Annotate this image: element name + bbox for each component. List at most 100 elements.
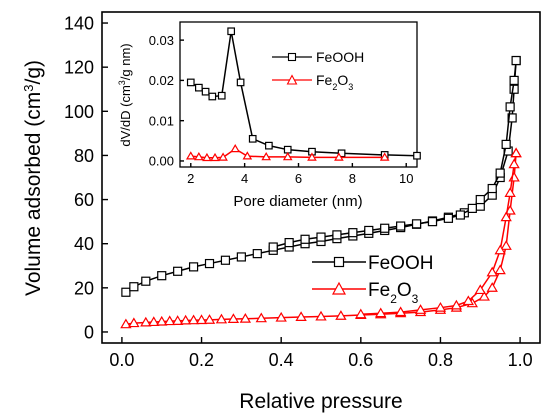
main-data-point-feooh: [268, 242, 278, 252]
inset-y-axis-title-post: /g nm): [118, 43, 133, 80]
main-data-point-fe2o3: [486, 266, 498, 277]
main-data-point-fe2o3: [315, 310, 327, 321]
main-data-point-fe2o3: [474, 284, 486, 295]
main-data-point-fe2o3: [275, 311, 287, 322]
main-data-point-feooh: [173, 266, 183, 276]
main-data-point-fe2o3: [508, 158, 520, 169]
main-y-axis-title-post: /g): [22, 60, 45, 85]
inset-legend-label-fe2o3: Fe2O3: [316, 72, 353, 92]
main-data-point-fe2o3: [148, 316, 160, 327]
inset-y-tick-label: 0.01: [149, 113, 174, 128]
inset-series-fe2o3: [185, 143, 390, 162]
main-x-tick-label: 0.2: [189, 350, 214, 370]
main-data-point-fe2o3: [494, 244, 506, 255]
inset-y-axis-title-sup: 3: [117, 80, 127, 85]
main-data-point-feooh: [316, 232, 326, 242]
main-data-point-feooh: [141, 276, 151, 286]
main-y-axis-title-pre: Volume adsorbed (cm: [22, 92, 45, 296]
inset-y-axis-title-pre: dV/dD (cm: [118, 85, 133, 146]
inset-data-point-fe2o3: [185, 151, 196, 160]
inset-x-tick-label: 10: [399, 171, 413, 186]
main-legend-marker-feooh: [333, 256, 345, 268]
main-y-tick-label: 40: [74, 234, 94, 254]
inset-x-tick-label: 2: [187, 171, 194, 186]
main-data-point-feooh: [188, 262, 199, 272]
inset-data-point-fe2o3: [242, 151, 253, 160]
inset-data-point-fe2o3: [210, 152, 220, 162]
main-data-point-feooh: [475, 194, 485, 205]
main-y-tick-label: 140: [64, 14, 94, 34]
inset-data-point-fe2o3: [307, 152, 317, 161]
main-series-feooh: [121, 55, 521, 297]
main-legend-marker-fe2o3: [331, 281, 347, 295]
main-data-point-fe2o3: [156, 315, 168, 326]
inset-data-point-feooh: [186, 78, 195, 87]
main-series-line-fe2o3: [360, 153, 517, 316]
inset-y-axis-title: dV/dD (cm3/g nm): [117, 43, 133, 146]
main-data-point-feooh: [501, 139, 511, 149]
main-data-point-feooh: [157, 271, 167, 281]
inset-data-point-fe2o3: [218, 152, 228, 161]
inset-x-axis-title: Pore diameter (nm): [233, 193, 362, 210]
main-data-point-fe2o3: [394, 306, 407, 317]
main-x-tick-label: 1.0: [508, 350, 533, 370]
inset-data-point-fe2o3: [282, 152, 293, 161]
main-data-point-fe2o3: [434, 301, 447, 312]
main-data-point-feooh: [348, 228, 358, 238]
main-legend-label-fe2o3-mid: O: [397, 280, 412, 301]
inset-y-tick-label: 0.02: [149, 73, 174, 88]
inset-legend-label-fe2o3-sub2: 3: [348, 82, 353, 92]
main-data-point-feooh: [252, 249, 262, 259]
main-data-point-fe2o3: [450, 299, 463, 310]
main-data-point-fe2o3: [295, 311, 307, 321]
main-data-point-fe2o3: [462, 295, 475, 306]
main-x-tick-label: 0.6: [348, 350, 373, 370]
main-data-point-feooh: [467, 203, 477, 213]
main-y-tick-label: 100: [64, 102, 94, 122]
inset-y-tick-label: 0.03: [149, 33, 174, 48]
inset-legend-marker-fe2o3: [286, 74, 298, 85]
main-data-point-fe2o3: [414, 304, 427, 314]
main-y-tick-label: 80: [74, 146, 94, 166]
inset-data-point-feooh: [413, 151, 421, 160]
main-data-point-feooh: [427, 217, 438, 227]
inset-data-point-feooh: [236, 78, 245, 87]
main-data-point-feooh: [396, 221, 406, 231]
main-legend-label-fe2o3-sub2: 3: [412, 292, 419, 306]
inset-legend-label-feooh: FeOOH: [316, 49, 364, 65]
main-data-point-fe2o3: [140, 316, 152, 327]
main-data-point-feooh: [505, 102, 515, 112]
main-x-tick-label: 0.8: [428, 350, 453, 370]
inset-data-point-fe2o3: [261, 152, 271, 161]
main-data-point-fe2o3: [355, 308, 367, 319]
main-data-point-fe2o3: [494, 264, 506, 275]
inset-y-tick-label: 0.00: [149, 154, 174, 169]
inset-data-point-feooh: [265, 141, 273, 150]
inset-legend: FeOOH Fe2O3: [272, 49, 364, 92]
inset-data-point-feooh: [195, 83, 203, 92]
inset-data-point-fe2o3: [230, 143, 241, 153]
main-data-point-fe2o3: [120, 318, 132, 329]
main-data-point-fe2o3: [215, 313, 228, 324]
main-legend: FeOOH Fe2O3: [312, 253, 433, 306]
main-data-point-feooh: [364, 225, 374, 236]
inset-data-point-feooh: [283, 145, 292, 154]
main-plot: 0.0 0.2 0.4 0.6 0.8 1.0 0 20 40 60 80 100 120 140: [64, 14, 533, 370]
main-legend-label-fe2o3-sub1: 2: [390, 292, 397, 306]
main-y-tick-label: 0: [84, 322, 94, 342]
inset-data-point-fe2o3: [194, 152, 204, 161]
main-data-point-fe2o3: [227, 313, 240, 323]
main-data-point-fe2o3: [255, 312, 267, 323]
main-data-point-fe2o3: [164, 315, 176, 326]
inset-data-point-feooh: [208, 92, 217, 101]
inset-data-point-fe2o3: [202, 152, 212, 162]
main-y-tick-label: 120: [64, 58, 94, 78]
inset-x-tick-label: 8: [349, 171, 356, 186]
inset-data-point-feooh: [337, 149, 346, 158]
inset-legend-label-fe2o3-pre: Fe: [316, 72, 333, 88]
main-data-point-feooh: [204, 258, 215, 269]
main-data-point-fe2o3: [500, 240, 512, 250]
inset-legend-marker-feooh: [287, 52, 297, 62]
inset-data-point-feooh: [201, 87, 210, 96]
